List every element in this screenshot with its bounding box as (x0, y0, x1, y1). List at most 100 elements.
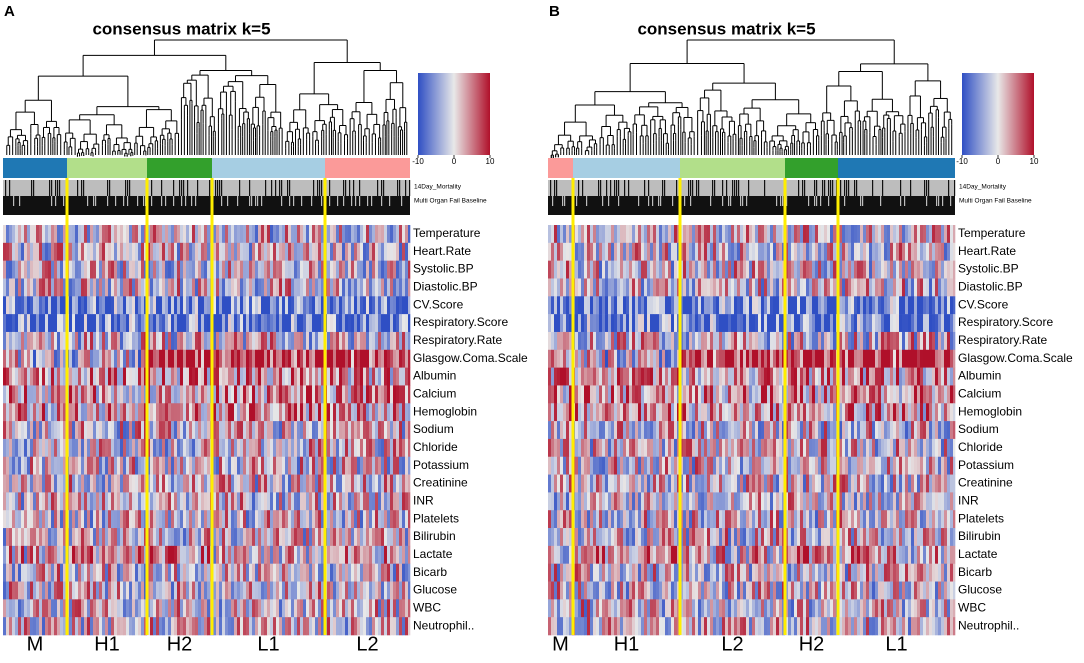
heatmap-cell (48, 242, 52, 261)
heatmap-cell (168, 225, 172, 244)
heatmap-cell (240, 367, 244, 386)
heatmap-cell (264, 474, 268, 493)
heatmap-cell (6, 349, 10, 368)
heatmap-cell (267, 456, 271, 475)
heatmap-cell (378, 510, 382, 529)
heatmap-cell (39, 474, 43, 493)
heatmap-cell (90, 528, 94, 547)
heatmap-cell (24, 331, 28, 351)
heatmap-cell (276, 581, 280, 600)
annotation-stripe (87, 196, 89, 206)
heatmap-cell (249, 385, 253, 404)
heatmap-cell (327, 260, 331, 279)
heatmap-cell (156, 385, 160, 404)
heatmap-cell (312, 331, 316, 351)
heatmap-cell (860, 225, 864, 244)
heatmap-cell (219, 563, 223, 582)
heatmap-cell (899, 225, 903, 244)
heatmap-cell (216, 474, 220, 493)
heatmap-cell (695, 242, 699, 261)
heatmap-cell (315, 314, 319, 333)
heatmap-cell (117, 260, 121, 279)
annotation-stripe (844, 196, 846, 206)
heatmap-cell (231, 367, 235, 386)
heatmap-cell (357, 367, 361, 386)
heatmap-cell (165, 385, 169, 404)
heatmap-cell (135, 314, 139, 333)
heatmap-cell (231, 421, 235, 440)
heatmap-cell (219, 349, 223, 368)
heatmap-cell (701, 242, 705, 261)
heatmap-cell (237, 456, 241, 475)
heatmap-cell (300, 385, 304, 404)
heatmap-cell (294, 385, 298, 404)
heatmap-cell (126, 581, 130, 600)
heatmap-cell (198, 474, 202, 493)
heatmap-cell (273, 528, 277, 547)
heatmap-cell (33, 225, 37, 244)
heatmap-cell (99, 314, 103, 333)
heatmap-cell (33, 260, 37, 279)
heatmap-cell (294, 474, 298, 493)
heatmap-cell (611, 225, 615, 244)
heatmap-cell (402, 403, 406, 422)
legend-tick-label: 0 (452, 157, 457, 166)
heatmap-cell (342, 314, 346, 333)
heatmap-cell (117, 242, 121, 261)
heatmap-cell (150, 421, 154, 440)
heatmap-cell (180, 367, 184, 386)
heatmap-cell (656, 225, 660, 244)
heatmap-cell (15, 599, 19, 618)
heatmap-cell (213, 385, 217, 404)
heatmap-cell (216, 385, 220, 404)
heatmap-cell (303, 581, 307, 600)
heatmap-cell (192, 314, 196, 333)
heatmap-cell (45, 403, 49, 422)
heatmap-cell (348, 456, 352, 475)
heatmap-cell (617, 242, 621, 261)
heatmap-cell (36, 510, 40, 529)
heatmap-cell (737, 225, 741, 244)
heatmap-cell (291, 474, 295, 493)
heatmap-cell (189, 545, 193, 564)
heatmap-cell (390, 242, 394, 261)
heatmap-cell (375, 617, 379, 636)
heatmap-cell (372, 260, 376, 279)
heatmap-cell (342, 510, 346, 529)
heatmap-cell (399, 349, 403, 368)
heatmap-cell (132, 349, 136, 368)
heatmap-cell (45, 296, 49, 315)
heatmap-cell (276, 421, 280, 440)
heatmap-cell (72, 456, 76, 475)
heatmap-cell (138, 242, 142, 261)
heatmap-cell (231, 278, 235, 297)
heatmap-cell (84, 385, 88, 404)
heatmap-cell (213, 510, 217, 529)
heatmap-cell (54, 563, 58, 582)
annotation-stripe (5, 180, 7, 196)
heatmap-cell (312, 314, 316, 333)
heatmap-cell (354, 581, 358, 600)
heatmap-cell (297, 528, 301, 547)
heatmap-cell (731, 225, 735, 244)
heatmap-cell (174, 581, 178, 600)
heatmap-cell (24, 510, 28, 529)
heatmap-cell (285, 492, 289, 511)
heatmap-cell (228, 563, 232, 582)
panel-letter: A (4, 3, 15, 20)
heatmap-cell (201, 278, 205, 297)
heatmap-cell (384, 367, 388, 386)
heatmap-cell (692, 225, 696, 244)
heatmap-cell (15, 563, 19, 582)
heatmap-cell (120, 545, 124, 564)
heatmap-cell (746, 260, 750, 279)
heatmap-cell (198, 278, 202, 297)
heatmap-cell (168, 617, 172, 636)
annotation-stripe (862, 196, 864, 206)
heatmap-cell (9, 242, 13, 261)
heatmap-cell (96, 581, 100, 600)
heatmap-cell (198, 599, 202, 618)
heatmap-cell (39, 528, 43, 547)
heatmap-cell (390, 474, 394, 493)
